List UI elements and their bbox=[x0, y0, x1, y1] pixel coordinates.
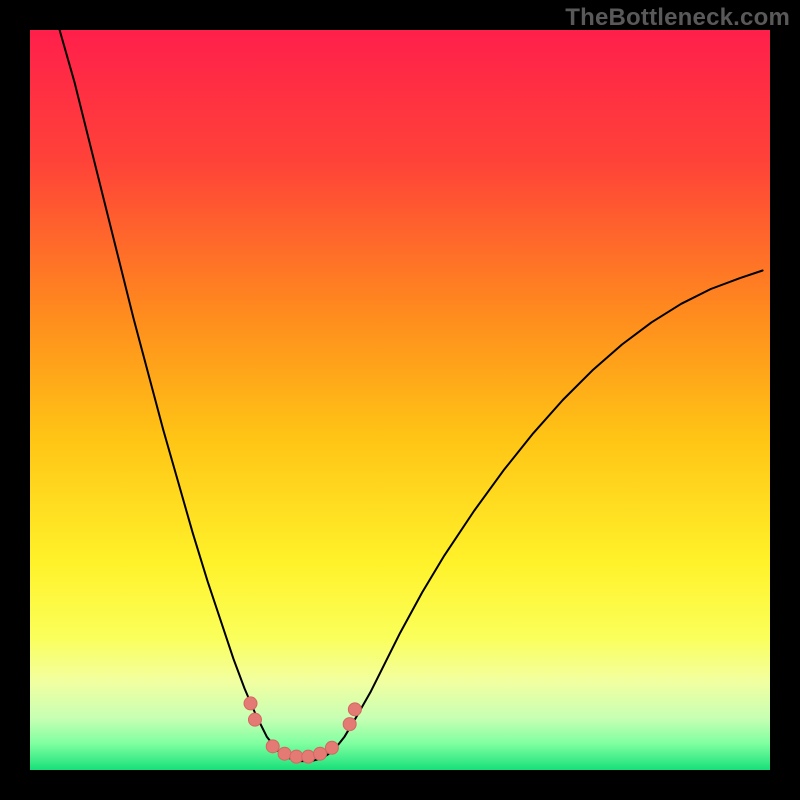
curve-marker bbox=[248, 713, 261, 726]
curve-marker bbox=[325, 741, 338, 754]
chart-container: TheBottleneck.com bbox=[0, 0, 800, 800]
gradient-background bbox=[30, 30, 770, 770]
curve-marker bbox=[278, 747, 291, 760]
curve-marker bbox=[348, 703, 361, 716]
bottleneck-curve-chart bbox=[30, 30, 770, 770]
curve-marker bbox=[244, 697, 257, 710]
curve-marker bbox=[290, 750, 303, 763]
curve-marker bbox=[314, 747, 327, 760]
curve-marker bbox=[266, 740, 279, 753]
watermark-text: TheBottleneck.com bbox=[565, 4, 790, 32]
curve-marker bbox=[343, 718, 356, 731]
curve-marker bbox=[302, 750, 315, 763]
